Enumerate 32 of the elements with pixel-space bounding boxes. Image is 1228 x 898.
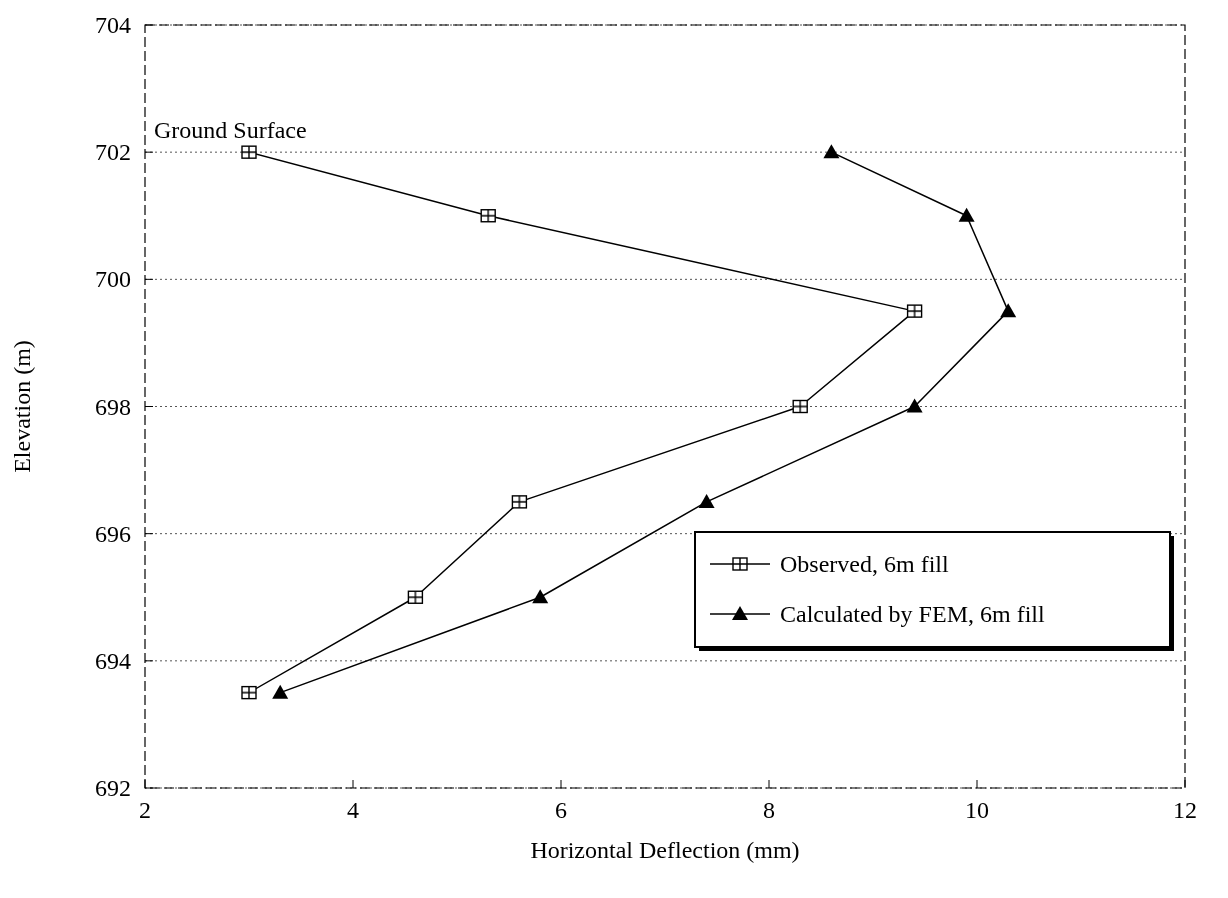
x-tick-label: 4 (347, 797, 359, 823)
legend-label: Observed, 6m fill (780, 551, 949, 577)
y-axis-title: Elevation (m) (9, 340, 35, 473)
point (698, 493, 715, 508)
x-tick-label: 12 (1173, 797, 1197, 823)
y-tick-label: 698 (95, 393, 131, 420)
point (511, 495, 528, 509)
y-tick-label: 696 (95, 520, 131, 547)
point (823, 144, 840, 159)
point (1000, 303, 1017, 318)
point (958, 207, 975, 222)
y-tick-label: 704 (95, 12, 131, 38)
x-tick-label: 2 (139, 797, 151, 823)
point (272, 684, 289, 699)
x-tick-label: 8 (763, 797, 775, 823)
point (241, 145, 257, 159)
point (241, 685, 257, 700)
x-tick-label: 6 (555, 797, 567, 823)
annotation: Ground Surface (154, 117, 307, 144)
x-axis-title: Horizontal Deflection (mm) (530, 837, 800, 863)
point (480, 209, 496, 223)
point (906, 398, 923, 413)
point (532, 589, 549, 604)
legend-label: Calculated by FEM, 6m fill (780, 601, 1045, 627)
point (792, 399, 808, 414)
point (407, 590, 424, 604)
x-tick-label: 10 (965, 797, 989, 823)
y-tick-label: 702 (95, 139, 131, 166)
y-tick-label: 692 (95, 775, 131, 801)
y-tick-label: 700 (95, 266, 131, 293)
y-tick-label: 694 (95, 647, 131, 674)
point (906, 304, 923, 318)
